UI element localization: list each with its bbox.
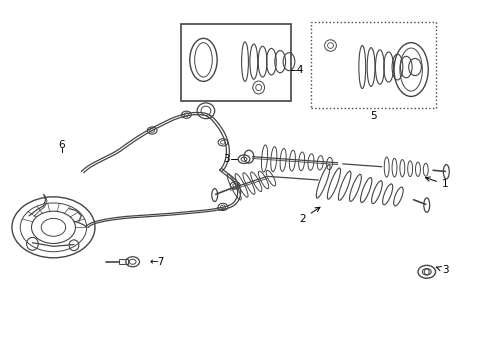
Text: 2: 2: [299, 207, 320, 224]
Text: -4: -4: [294, 64, 304, 75]
Text: 1: 1: [425, 177, 449, 189]
Text: 6: 6: [58, 140, 65, 150]
Bar: [181, 24, 292, 101]
Text: 5: 5: [369, 111, 376, 121]
Bar: [311, 22, 436, 108]
Bar: [119, 259, 128, 264]
Text: 3: 3: [437, 265, 449, 275]
Text: ←7: ←7: [150, 257, 165, 267]
Text: 3: 3: [223, 154, 229, 164]
